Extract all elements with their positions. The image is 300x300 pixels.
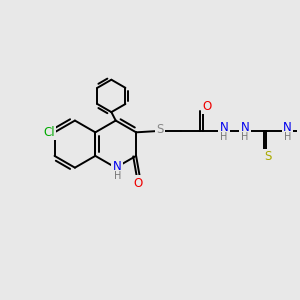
- Text: H: H: [113, 172, 121, 182]
- Text: S: S: [157, 123, 164, 136]
- Text: N: N: [113, 160, 122, 173]
- Text: N: N: [241, 121, 249, 134]
- Text: O: O: [134, 177, 143, 190]
- Text: N: N: [283, 121, 292, 134]
- Text: H: H: [242, 132, 249, 142]
- Text: H: H: [284, 132, 291, 142]
- Text: N: N: [220, 121, 228, 134]
- Text: S: S: [264, 150, 272, 163]
- Text: O: O: [202, 100, 212, 113]
- Text: H: H: [220, 132, 227, 142]
- Text: Cl: Cl: [44, 126, 55, 139]
